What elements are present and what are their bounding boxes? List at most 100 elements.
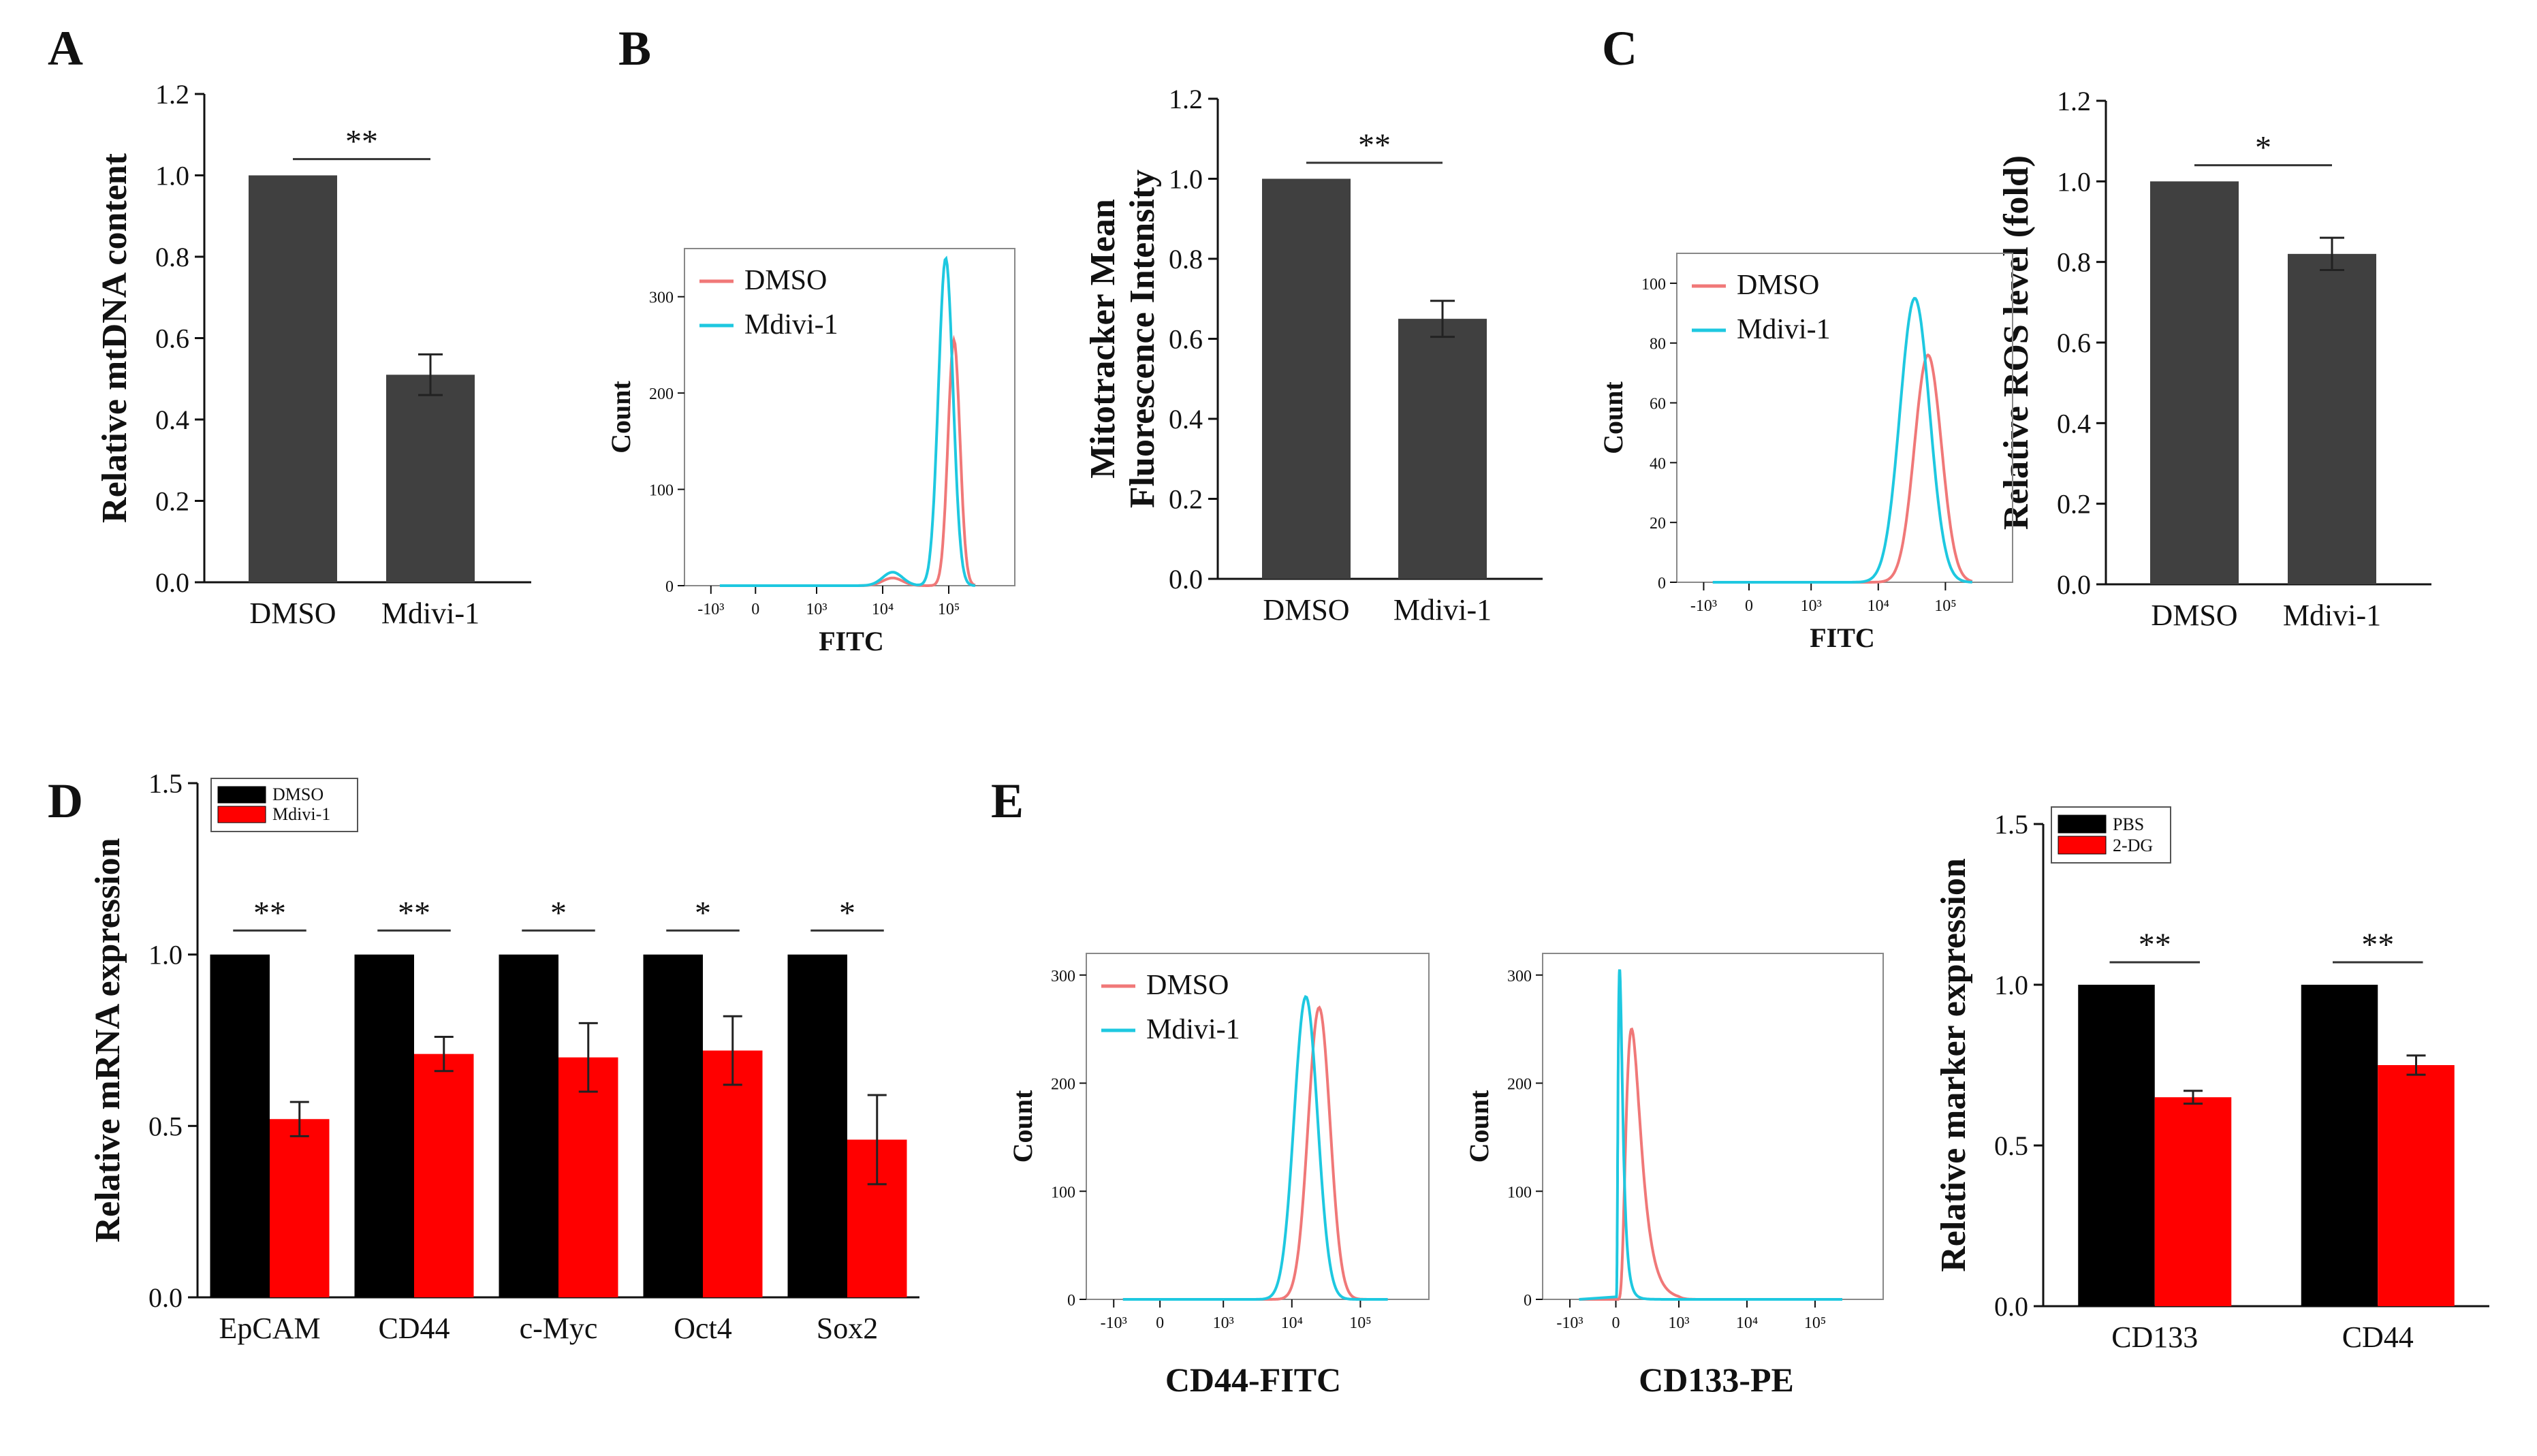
y-tick-label: 1.5: [1994, 809, 2028, 840]
y-tick-label: 0.6: [1169, 324, 1203, 355]
y-tick-label: 100: [649, 482, 674, 500]
x-category-label: DMSO: [249, 597, 336, 630]
legend-label: PBS: [2113, 814, 2144, 834]
y-tick-label: 0.0: [148, 1282, 183, 1313]
y-tick-label: 1.2: [155, 79, 189, 110]
y-tick-label: 1.2: [2057, 86, 2091, 116]
x-tick-label: -10³: [1101, 1314, 1127, 1332]
x-tick-label: -10³: [1556, 1314, 1583, 1332]
y-tick-label: 100: [1641, 276, 1666, 294]
significance-label: **: [2361, 927, 2394, 963]
y-tick-label: 200: [1051, 1076, 1075, 1094]
y-axis-label: Relative mRNA expression: [89, 838, 127, 1242]
bar-mdivi-1: [270, 1119, 330, 1297]
x-category-label: DMSO: [1263, 593, 1349, 627]
bar-2-dg: [2154, 1097, 2232, 1306]
significance-label: **: [2139, 927, 2171, 963]
y-tick-label: 1.5: [148, 768, 183, 799]
y-tick-label: 0.0: [1994, 1291, 2028, 1322]
bar: [2150, 181, 2239, 584]
x-tick-label: 10³: [1213, 1314, 1234, 1332]
x-category-label: Mdivi-1: [2283, 599, 2381, 632]
x-tick-label: 10³: [1668, 1314, 1689, 1332]
panel-label-a: A: [48, 21, 83, 76]
bar: [386, 375, 475, 582]
histogram-mdivi-1: [1579, 969, 1842, 1301]
y-tick-label: 1.0: [155, 161, 189, 191]
x-category-label: CD44: [2342, 1320, 2414, 1354]
x-category-label: CD44: [378, 1312, 450, 1345]
y-axis-label: Mitotracker Mean: [1084, 199, 1122, 479]
x-category-label: Sox2: [817, 1312, 878, 1345]
legend-swatch: [2058, 814, 2107, 834]
x-tick-label: 10³: [806, 601, 827, 618]
x-tick-label: 10⁵: [938, 601, 960, 618]
y-tick-label: 0.8: [2057, 247, 2091, 278]
y-tick-label: 60: [1650, 396, 1666, 413]
x-tick-label: 0: [1612, 1314, 1620, 1332]
y-tick-label: 40: [1650, 455, 1666, 473]
y-tick-label: 1.2: [1169, 84, 1203, 114]
chart-e-bar: 0.0 0.5 1.0 1.5 ** CD133 ** CD44 PBS 2-DG Relative…: [1934, 806, 2489, 1354]
y-tick-label: 20: [1650, 515, 1666, 533]
legend-label: Mdivi-1: [744, 309, 838, 341]
legend-label: DMSO: [744, 265, 827, 296]
y-tick-label: 0.8: [155, 242, 189, 272]
bar-2-dg: [2378, 1065, 2455, 1306]
x-category-label: Mdivi-1: [381, 597, 479, 630]
x-tick-label: 0: [1745, 597, 1753, 615]
chart-c-flow: 0 20 40 60 80 100 -10³ 0 10³ 10⁴ 10⁵ DMSO Mdivi-1 Cou…: [1598, 253, 2013, 653]
histogram-mdivi-1: [1712, 296, 1972, 584]
y-tick-label: 0.2: [155, 486, 189, 517]
panel-label-d: D: [48, 774, 83, 828]
bar-pbs: [2078, 985, 2155, 1306]
bar: [2288, 253, 2376, 584]
bar-dmso: [499, 954, 558, 1297]
legend: PBS 2-DG: [2051, 806, 2171, 864]
y-tick-label: 0.0: [155, 567, 189, 598]
x-tick-label: 10⁵: [1934, 597, 1956, 615]
x-axis-label: CD133-PE: [1639, 1361, 1794, 1399]
x-tick-label: 10³: [1801, 597, 1822, 615]
y-tick-label: 300: [1507, 968, 1532, 985]
y-axis-label: Relative ROS level (fold): [1997, 155, 2036, 530]
y-tick-label: 0.4: [2057, 408, 2091, 439]
significance-label: **: [253, 895, 286, 931]
chart-c-bar: 0.0 0.2 0.4 0.6 0.8 1.0 1.2 DMSO Mdivi-1 * Relativ…: [1997, 86, 2431, 632]
legend-label: Mdivi-1: [1737, 314, 1831, 345]
x-tick-label: 10⁴: [1281, 1314, 1303, 1332]
y-tick-label: 300: [649, 289, 674, 307]
bar-mdivi-1: [558, 1057, 618, 1297]
x-tick-label: 0: [1156, 1314, 1164, 1332]
y-tick-label: 80: [1650, 336, 1666, 353]
significance-label: **: [1358, 127, 1391, 163]
y-axis-label: Count: [1598, 381, 1628, 454]
significance-label: *: [2255, 130, 2271, 166]
y-tick-label: 100: [1507, 1184, 1532, 1201]
significance-label: **: [345, 124, 378, 160]
y-tick-label: 1.0: [1169, 164, 1203, 195]
bar-dmso: [643, 954, 703, 1297]
legend-label: DMSO: [1737, 270, 1819, 301]
y-tick-label: 0.4: [1169, 404, 1203, 434]
x-category-label: EpCAM: [219, 1312, 320, 1345]
chart-a: 0.0 0.2 0.4 0.6 0.8 1.0 1.2 DMSO Mdivi-1 ** Relati…: [95, 79, 531, 630]
x-tick-label: 10⁴: [872, 601, 894, 618]
bar-dmso: [787, 954, 847, 1297]
y-axis-label: Relative mtDNA content: [95, 153, 134, 523]
x-tick-label: 0: [751, 601, 759, 618]
bar-dmso: [354, 954, 414, 1297]
y-tick-label: 0: [1067, 1292, 1075, 1310]
y-tick-label: 0.8: [1169, 244, 1203, 274]
legend-swatch: [2058, 836, 2107, 855]
significance-label: **: [398, 895, 430, 931]
legend-label: 2-DG: [2113, 836, 2153, 855]
y-tick-label: 0.5: [1994, 1130, 2028, 1161]
x-tick-label: -10³: [1690, 597, 1717, 615]
y-axis-label: Fluorescence Intensity: [1123, 170, 1162, 508]
y-tick-label: 0.2: [2057, 489, 2091, 520]
bar-mdivi-1: [414, 1054, 474, 1297]
y-tick-label: 0: [665, 578, 674, 596]
chart-e-flow-cd44: 0 100 200 300 -10³ 0 10³ 10⁴ 10⁵ DMSO Mdivi-1 Count…: [1007, 953, 1430, 1399]
x-tick-label: 10⁴: [1736, 1314, 1758, 1332]
